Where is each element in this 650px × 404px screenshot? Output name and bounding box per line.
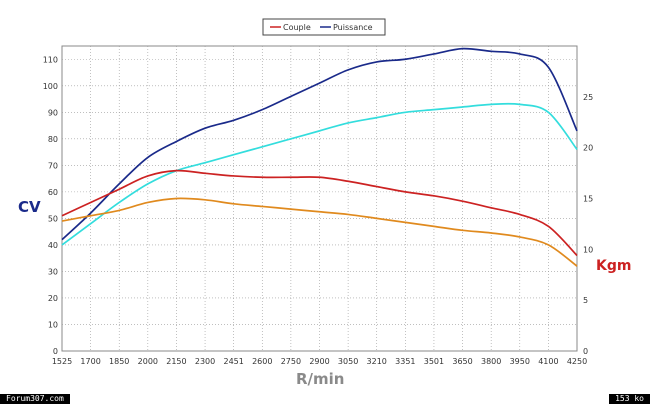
y-right-tick-label: 15 <box>583 195 593 204</box>
plot-area <box>61 45 578 352</box>
grid <box>62 46 577 351</box>
y-left-tick-label: 60 <box>48 188 58 197</box>
series-line-3 <box>61 197 578 267</box>
y-right-tick-label: 20 <box>583 144 593 153</box>
left-axis-label: CV <box>18 198 41 216</box>
y-left-tick-label: 110 <box>43 55 58 64</box>
y-right-tick-label: 10 <box>583 245 593 254</box>
y-left-tick-label: 0 <box>53 347 58 356</box>
legend-label-puissance: Puissance <box>333 23 373 32</box>
x-tick-label: 1525 <box>52 357 72 366</box>
x-tick-label: 3050 <box>338 357 358 366</box>
x-tick-label: 3950 <box>510 357 530 366</box>
x-tick-label: 3650 <box>452 357 472 366</box>
y-left-tick-label: 10 <box>48 320 58 329</box>
x-tick-label: 4250 <box>567 357 587 366</box>
x-tick-label: 2300 <box>195 357 215 366</box>
x-tick-label: 3210 <box>367 357 387 366</box>
x-axis-label: R/min <box>296 370 344 388</box>
y-left-tick-label: 90 <box>48 108 58 117</box>
x-tick-label: 2750 <box>281 357 301 366</box>
x-tick-label: 3501 <box>424 357 444 366</box>
series-lines <box>61 47 578 267</box>
y-left-tick-label: 30 <box>48 267 58 276</box>
x-tick-label: 3351 <box>395 357 415 366</box>
series-line-1 <box>61 102 578 246</box>
footer-site: Forum307.com <box>0 394 70 404</box>
footer-filesize: 153 ko <box>609 394 650 404</box>
y-right-tick-label: 5 <box>583 296 588 305</box>
x-tick-label: 4100 <box>538 357 558 366</box>
series-line-2 <box>61 169 578 257</box>
tick-labels: 1525 1700 1850 2000 2150 2300 2451 2600 2750 2900… <box>43 55 593 366</box>
x-tick-label: 2900 <box>309 357 329 366</box>
x-tick-label: 2451 <box>223 357 243 366</box>
y-left-tick-label: 80 <box>48 135 58 144</box>
y-left-tick-label: 100 <box>43 82 58 91</box>
legend-label-couple: Couple <box>283 23 311 32</box>
x-tick-label: 2600 <box>252 357 272 366</box>
x-tick-label: 2000 <box>138 357 158 366</box>
x-tick-label: 3800 <box>481 357 501 366</box>
y-left-tick-label: 50 <box>48 214 58 223</box>
x-tick-label: 1850 <box>109 357 129 366</box>
y-right-tick-label: 0 <box>583 347 588 356</box>
x-tick-label: 1700 <box>80 357 100 366</box>
series-line-0 <box>61 47 578 241</box>
right-axis-label: Kgm <box>596 258 631 274</box>
x-tick-label: 2150 <box>166 357 186 366</box>
y-left-tick-label: 70 <box>48 161 58 170</box>
y-left-tick-label: 20 <box>48 294 58 303</box>
y-right-tick-label: 25 <box>583 93 593 102</box>
y-left-tick-label: 40 <box>48 241 58 250</box>
